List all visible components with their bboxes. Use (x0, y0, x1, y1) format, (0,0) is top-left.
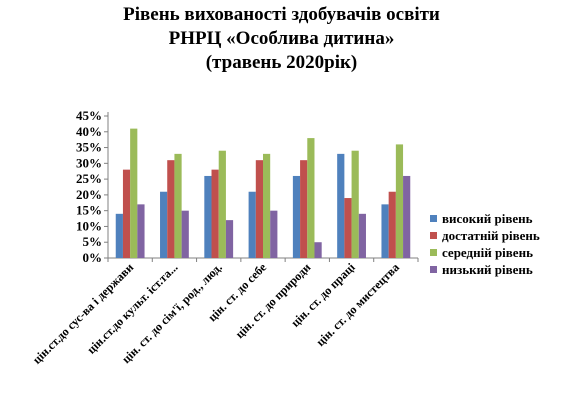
legend-label: достатній рівень (442, 228, 540, 243)
bar (174, 153, 182, 258)
legend-label: середній рівень (442, 245, 533, 260)
legend-label: низький рівень (442, 262, 533, 277)
category-label: цін. ст. до мистецтва (313, 260, 402, 349)
bar (270, 210, 278, 258)
bar (181, 210, 189, 258)
legend-swatch (430, 232, 437, 239)
y-tick-label: 15% (76, 203, 102, 218)
bar (263, 153, 271, 258)
legend-swatch (430, 266, 437, 273)
bar (314, 242, 322, 258)
bar (358, 213, 366, 258)
y-tick-label: 5% (83, 234, 103, 249)
bar (351, 150, 359, 258)
bar (395, 144, 404, 258)
bar (167, 160, 175, 258)
chart-title-line-3: (травень 2020рік) (205, 52, 358, 73)
legend-swatch (430, 249, 437, 256)
y-tick-label: 30% (76, 155, 102, 170)
legend-label: високий рівень (442, 211, 533, 226)
bar (403, 175, 411, 258)
bar (160, 191, 168, 258)
y-tick-label: 20% (76, 187, 102, 202)
y-tick-label: 40% (76, 124, 102, 139)
bar (255, 160, 263, 258)
chart-title-line-2: РНРЦ «Особлива дитина» (168, 28, 395, 49)
bar (218, 150, 226, 258)
bar (137, 204, 145, 258)
bar (122, 169, 131, 258)
y-tick-label: 0% (83, 250, 103, 265)
bar (337, 153, 345, 258)
bar (130, 128, 138, 258)
y-tick-label: 10% (76, 218, 102, 233)
legend-swatch (430, 215, 437, 222)
bar (300, 160, 308, 258)
bar (344, 198, 352, 258)
bar (211, 169, 219, 258)
bar (225, 220, 234, 258)
bar (307, 138, 315, 258)
category-label: цін. ст. до природи (233, 260, 314, 341)
bar (115, 213, 123, 258)
bar (204, 175, 212, 258)
y-tick-label: 25% (76, 171, 102, 186)
y-tick-label: 35% (76, 140, 102, 155)
bar (388, 191, 396, 258)
chart-title-line-1: Рівень вихованості здобувачів освіти (123, 4, 440, 25)
bar (381, 204, 389, 258)
bar (292, 175, 301, 258)
y-tick-label: 45% (76, 108, 102, 123)
bar (248, 191, 256, 258)
